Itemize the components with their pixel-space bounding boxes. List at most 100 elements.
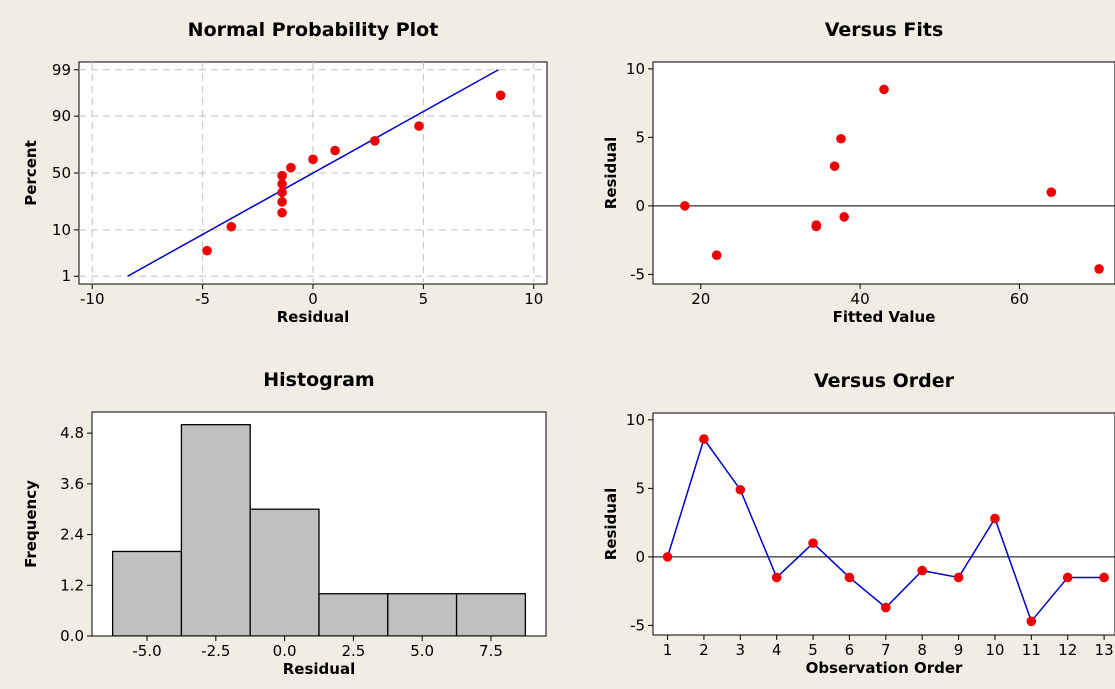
histogram-bar: [180, 424, 251, 636]
data-point: [844, 572, 855, 583]
data-point: [680, 201, 690, 211]
data-layer: [111, 424, 527, 636]
data-point: [711, 250, 722, 261]
x-tick-label: 5: [419, 290, 429, 308]
x-axis-label: Residual: [283, 660, 355, 678]
data-point: [202, 245, 212, 256]
data-point: [990, 513, 1000, 524]
histogram-bar: [387, 593, 458, 636]
x-tick-label: 9: [954, 641, 964, 659]
y-tick-label: -5: [630, 616, 645, 634]
data-point: [330, 145, 340, 156]
panel-histogram: -5.0 -2.5 0.0 2.5 5.0 7.5 0.0 1.2 2.4 3.6 4.8 Histo…: [22, 369, 547, 678]
x-tick-label: 13: [1095, 641, 1114, 659]
x-tick-label: 6: [845, 641, 855, 659]
histogram-bar: [249, 508, 320, 636]
y-tick-label: 4.8: [60, 424, 84, 442]
y-tick-label: 0: [635, 548, 645, 566]
panel-title: Normal Probability Plot: [188, 19, 439, 41]
data-point: [1026, 616, 1037, 627]
x-axis-label: Observation Order: [806, 659, 963, 677]
y-axis-label: Residual: [602, 488, 620, 560]
y-tick-label: 90: [52, 107, 71, 125]
x-tick-label: 1: [663, 641, 673, 659]
histogram-bar: [318, 593, 389, 636]
data-point: [277, 179, 287, 189]
x-tick-label: 10: [524, 290, 543, 308]
x-tick-label: 4: [772, 641, 782, 659]
data-point: [811, 221, 822, 232]
data-point: [879, 84, 889, 95]
data-point: [277, 170, 287, 181]
x-tick-label: -10: [80, 290, 105, 308]
y-tick-label: 5: [635, 479, 645, 497]
y-axis-label: Frequency: [22, 480, 40, 568]
y-tick-label: -5: [630, 265, 645, 283]
data-point: [808, 538, 818, 548]
data-point: [1094, 264, 1104, 274]
panel-title: Versus Order: [814, 370, 955, 392]
histogram-bar: [111, 550, 183, 636]
x-axis-label: Fitted Value: [833, 308, 936, 326]
y-axis-label: Percent: [22, 140, 40, 205]
y-tick-label: 50: [52, 164, 71, 182]
y-tick-label: 1: [61, 267, 71, 285]
data-point: [1046, 187, 1057, 197]
x-tick-label: -2.5: [201, 642, 230, 660]
plot-area: [652, 61, 1115, 285]
data-point: [839, 212, 849, 222]
x-tick-label: 2.5: [341, 642, 365, 660]
x-tick-label: 5.0: [410, 642, 434, 660]
y-tick-label: 0: [635, 197, 645, 215]
data-point: [226, 221, 237, 232]
data-point: [495, 90, 506, 101]
data-point: [917, 565, 927, 576]
data-point: [881, 602, 891, 613]
panel-title: Versus Fits: [825, 19, 944, 41]
plot-area: [652, 412, 1115, 636]
data-point: [1099, 572, 1109, 583]
x-tick-label: 60: [1010, 290, 1029, 308]
data-point: [836, 133, 846, 144]
x-tick-label: 20: [691, 290, 710, 308]
x-tick-label: 0: [308, 290, 318, 308]
x-tick-label: 11: [1022, 641, 1041, 659]
data-point: [370, 135, 380, 146]
x-tick-label: 7.5: [479, 642, 503, 660]
data-point: [1062, 572, 1073, 583]
data-point: [414, 121, 424, 131]
x-tick-label: 0.0: [273, 642, 297, 660]
data-point: [735, 484, 746, 495]
x-tick-label: 7: [881, 641, 891, 659]
data-point: [308, 154, 318, 165]
data-layer: [127, 69, 499, 277]
y-axis-label: Residual: [602, 137, 620, 209]
x-axis-label: Residual: [277, 308, 349, 326]
y-tick-label: 10: [52, 221, 71, 239]
histogram-bar: [455, 593, 527, 636]
y-tick-label: 1.2: [60, 576, 84, 594]
fit-line: [127, 69, 499, 277]
x-tick-label: -5: [195, 290, 210, 308]
y-tick-label: 2.4: [60, 526, 84, 544]
panel-normal_probability: -10 -5 0 5 10 1 10 50 90 99 Normal Probability Plo…: [22, 19, 548, 326]
y-tick-label: 10: [626, 60, 645, 78]
data-point: [286, 162, 296, 173]
x-tick-label: 40: [851, 290, 870, 308]
data-point: [277, 187, 287, 198]
y-tick-label: 99: [52, 61, 71, 79]
x-tick-label: 10: [985, 641, 1004, 659]
data-point: [771, 572, 782, 583]
y-tick-label: 5: [635, 128, 645, 146]
data-point: [277, 197, 287, 207]
x-tick-label: 2: [699, 641, 709, 659]
data-point: [662, 552, 673, 562]
panel-versus_fits: 20 40 60 -5 0 5 10 Versus Fits Fitted Value Resid…: [602, 19, 1115, 326]
data-point: [829, 161, 840, 171]
data-point: [277, 207, 287, 218]
y-tick-label: 3.6: [60, 475, 84, 493]
panel-title: Histogram: [263, 369, 374, 391]
data-point: [953, 572, 964, 583]
